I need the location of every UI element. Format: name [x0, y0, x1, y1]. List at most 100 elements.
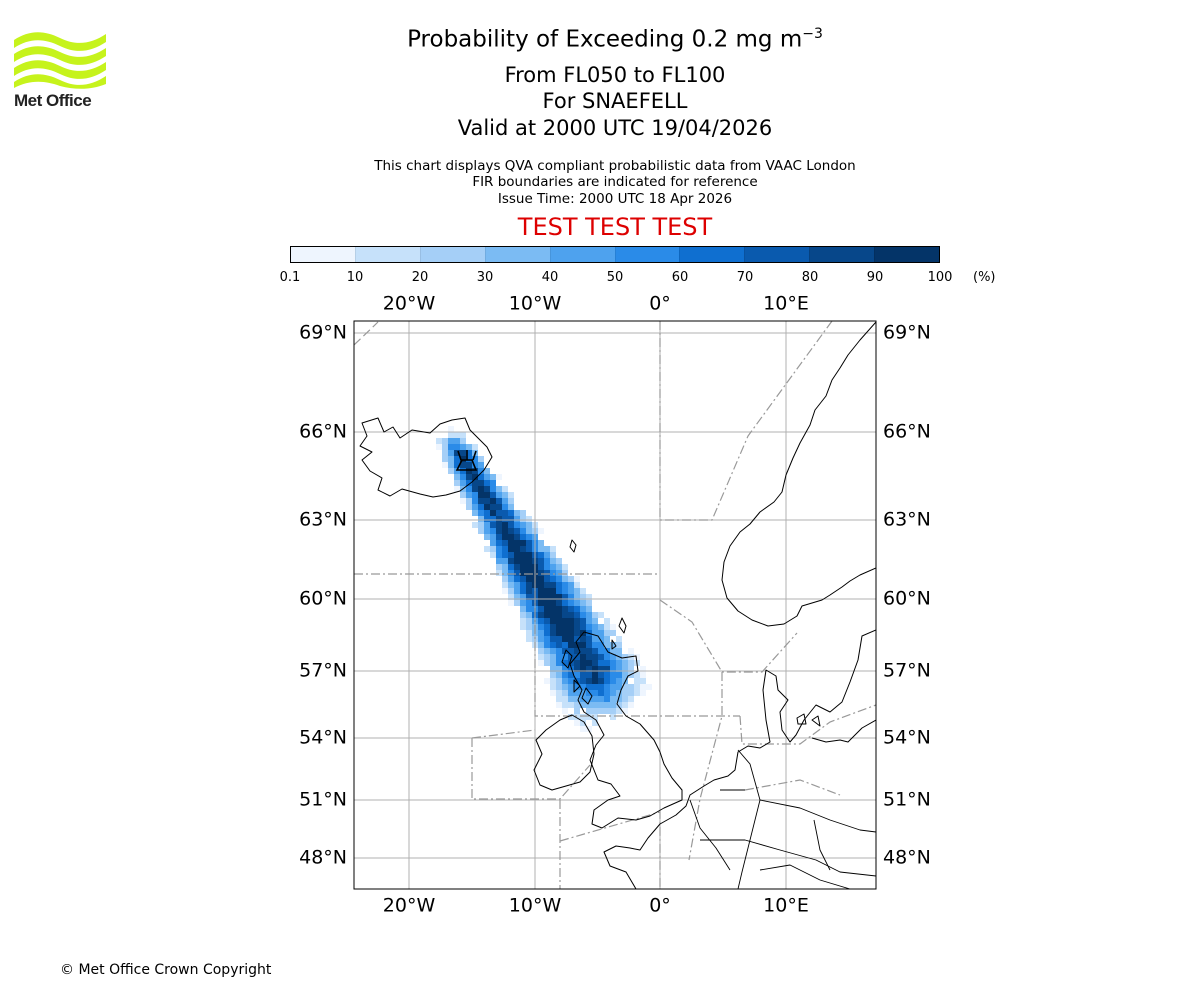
probability-cell: [538, 588, 544, 594]
probability-cell: [604, 702, 610, 708]
probability-cell: [556, 600, 562, 606]
probability-cell: [550, 582, 556, 588]
colorbar-tick: 60: [671, 270, 689, 285]
probability-cell: [484, 504, 490, 510]
probability-cell: [472, 480, 478, 486]
probability-cell: [496, 564, 502, 570]
probability-cell: [604, 708, 610, 714]
lon-label-top: 0°: [649, 293, 671, 315]
probability-cell: [550, 690, 556, 696]
probability-cell: [592, 702, 598, 708]
logo-wordmark: Met Office: [14, 91, 92, 110]
probability-cell: [538, 600, 544, 606]
probability-cell: [484, 516, 490, 522]
probability-cell: [628, 666, 634, 672]
lat-label-right: 69°N: [883, 322, 931, 344]
ash-probability-field: [436, 426, 652, 732]
probability-cell: [448, 432, 454, 438]
probability-cell: [490, 480, 496, 486]
lat-label-right: 66°N: [883, 421, 931, 443]
probability-cell: [598, 654, 604, 660]
probability-cell: [466, 456, 472, 462]
probability-cell: [466, 480, 472, 486]
probability-cell: [490, 528, 496, 534]
probability-cell: [472, 504, 478, 510]
probability-cell: [526, 582, 532, 588]
probability-cell: [502, 486, 508, 492]
probability-cell: [454, 486, 460, 492]
probability-cell: [586, 642, 592, 648]
probability-cell: [616, 660, 622, 666]
probability-cell: [562, 696, 568, 702]
probability-cell: [454, 480, 460, 486]
probability-cell: [592, 612, 598, 618]
colorbar-segment: [809, 247, 875, 262]
probability-cell: [508, 492, 514, 498]
probability-cell: [502, 540, 508, 546]
probability-cell: [574, 618, 580, 624]
probability-cell: [544, 600, 550, 606]
probability-cell: [622, 654, 628, 660]
probability-cell: [496, 546, 502, 552]
probability-cell: [628, 696, 634, 702]
probability-cell: [478, 456, 484, 462]
probability-cell: [556, 648, 562, 654]
probability-cell: [460, 480, 466, 486]
probability-cell: [550, 546, 556, 552]
probability-cell: [634, 672, 640, 678]
probability-cell: [646, 684, 652, 690]
probability-cell: [616, 642, 622, 648]
probability-cell: [574, 672, 580, 678]
probability-cell: [514, 534, 520, 540]
probability-cell: [538, 660, 544, 666]
probability-cell: [484, 546, 490, 552]
lat-label-right: 60°N: [883, 588, 931, 610]
probability-cell: [442, 438, 448, 444]
probability-cell: [592, 720, 598, 726]
probability-cell: [502, 588, 508, 594]
probability-cell: [538, 594, 544, 600]
probability-cell: [598, 672, 604, 678]
probability-cell: [520, 510, 526, 516]
probability-cell: [478, 528, 484, 534]
probability-cell: [562, 570, 568, 576]
probability-cell: [538, 576, 544, 582]
probability-cell: [562, 612, 568, 618]
probability-cell: [622, 684, 628, 690]
lat-label-left: 63°N: [299, 509, 347, 531]
probability-cell: [568, 606, 574, 612]
probability-cell: [526, 552, 532, 558]
probability-cell: [478, 504, 484, 510]
probability-cell: [592, 624, 598, 630]
probability-cell: [598, 636, 604, 642]
probability-cell: [634, 684, 640, 690]
probability-cell: [580, 666, 586, 672]
colorbar-segment: [614, 247, 680, 262]
probability-cell: [544, 588, 550, 594]
probability-cell: [574, 714, 580, 720]
probability-cell: [454, 450, 460, 456]
probability-cell: [604, 618, 610, 624]
probability-cell: [568, 714, 574, 720]
coastlines: [359, 321, 876, 889]
probability-cell: [508, 576, 514, 582]
probability-cell: [436, 444, 442, 450]
probability-cell: [568, 648, 574, 654]
probability-cell: [538, 624, 544, 630]
probability-cell: [496, 528, 502, 534]
lat-label-right: 63°N: [883, 509, 931, 531]
probability-cell: [598, 648, 604, 654]
probability-cell: [496, 552, 502, 558]
probability-cell: [544, 546, 550, 552]
probability-cell: [610, 684, 616, 690]
probability-cell: [472, 468, 478, 474]
probability-cell: [598, 630, 604, 636]
probability-cell: [502, 558, 508, 564]
probability-cell: [610, 696, 616, 702]
colorbar-segment: [354, 247, 420, 262]
probability-cell: [526, 558, 532, 564]
probability-cell: [610, 660, 616, 666]
probability-cell: [478, 492, 484, 498]
probability-cell: [562, 618, 568, 624]
probability-cell: [514, 558, 520, 564]
